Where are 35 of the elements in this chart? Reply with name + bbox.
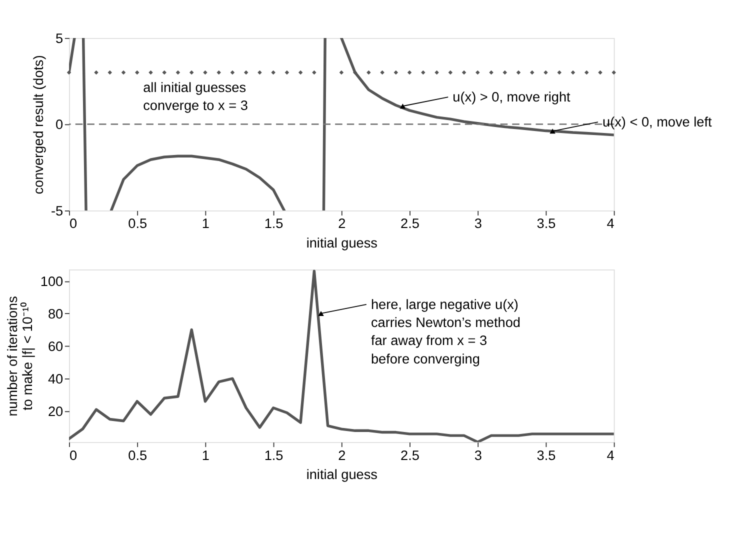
- x-tick-label: 1.5: [264, 448, 284, 463]
- x-tick-label: 0.5: [128, 448, 148, 463]
- x-tick-label: 3.5: [536, 448, 556, 463]
- x-tick-label: 1.5: [264, 216, 284, 232]
- x-tick-label: 4: [606, 448, 615, 463]
- x-tick-label: 2.5: [400, 448, 420, 463]
- annotation: all initial guesses converge to x = 3: [143, 80, 248, 114]
- y-tick-label: 0: [56, 117, 64, 132]
- x-tick-label: 2: [338, 216, 346, 232]
- x-tick-label: 0: [69, 448, 78, 463]
- y-axis-title: converged result (dots): [30, 55, 46, 194]
- line-series: [69, 270, 614, 442]
- y-tick-label: 20: [48, 404, 64, 420]
- x-tick-label: 2.5: [400, 216, 420, 232]
- x-tick-label: 1: [202, 448, 210, 463]
- annotation: u(x) < 0, move left: [602, 114, 712, 130]
- y-tick-label: 60: [48, 339, 64, 354]
- x-axis-title: initial guess: [306, 235, 378, 250]
- x-tick-label: 3: [474, 448, 482, 463]
- annotation: u(x) > 0, move right: [452, 90, 571, 105]
- annotation: here, large negative u(x) carries Newton’s method far away from x = 3 before converging: [370, 296, 520, 366]
- x-tick-label: 0.5: [128, 216, 148, 232]
- y-tick-label: 80: [48, 306, 64, 322]
- x-tick-label: 3: [474, 216, 482, 232]
- y-tick-label: 5: [56, 30, 64, 46]
- x-tick-label: 2: [338, 448, 346, 463]
- x-tick-label: 4: [606, 216, 615, 232]
- y-tick-label: 100: [40, 274, 64, 289]
- x-tick-label: 0: [69, 216, 78, 232]
- x-tick-label: 1: [202, 216, 210, 232]
- x-axis-title: initial guess: [306, 466, 378, 482]
- x-tick-label: 3.5: [536, 216, 556, 232]
- y-axis-title: number of iterations to make |f| < 10⁻¹⁰: [4, 296, 36, 416]
- y-tick-label: -5: [51, 204, 64, 218]
- y-tick-label: 40: [48, 372, 64, 387]
